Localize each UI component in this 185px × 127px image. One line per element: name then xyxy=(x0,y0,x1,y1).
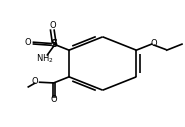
Text: O: O xyxy=(151,39,157,48)
Text: O: O xyxy=(24,38,31,47)
Text: O: O xyxy=(31,77,38,86)
Text: NH$_2$: NH$_2$ xyxy=(36,53,53,65)
Text: S: S xyxy=(51,39,58,49)
Text: O: O xyxy=(49,21,56,30)
Text: O: O xyxy=(51,95,57,104)
